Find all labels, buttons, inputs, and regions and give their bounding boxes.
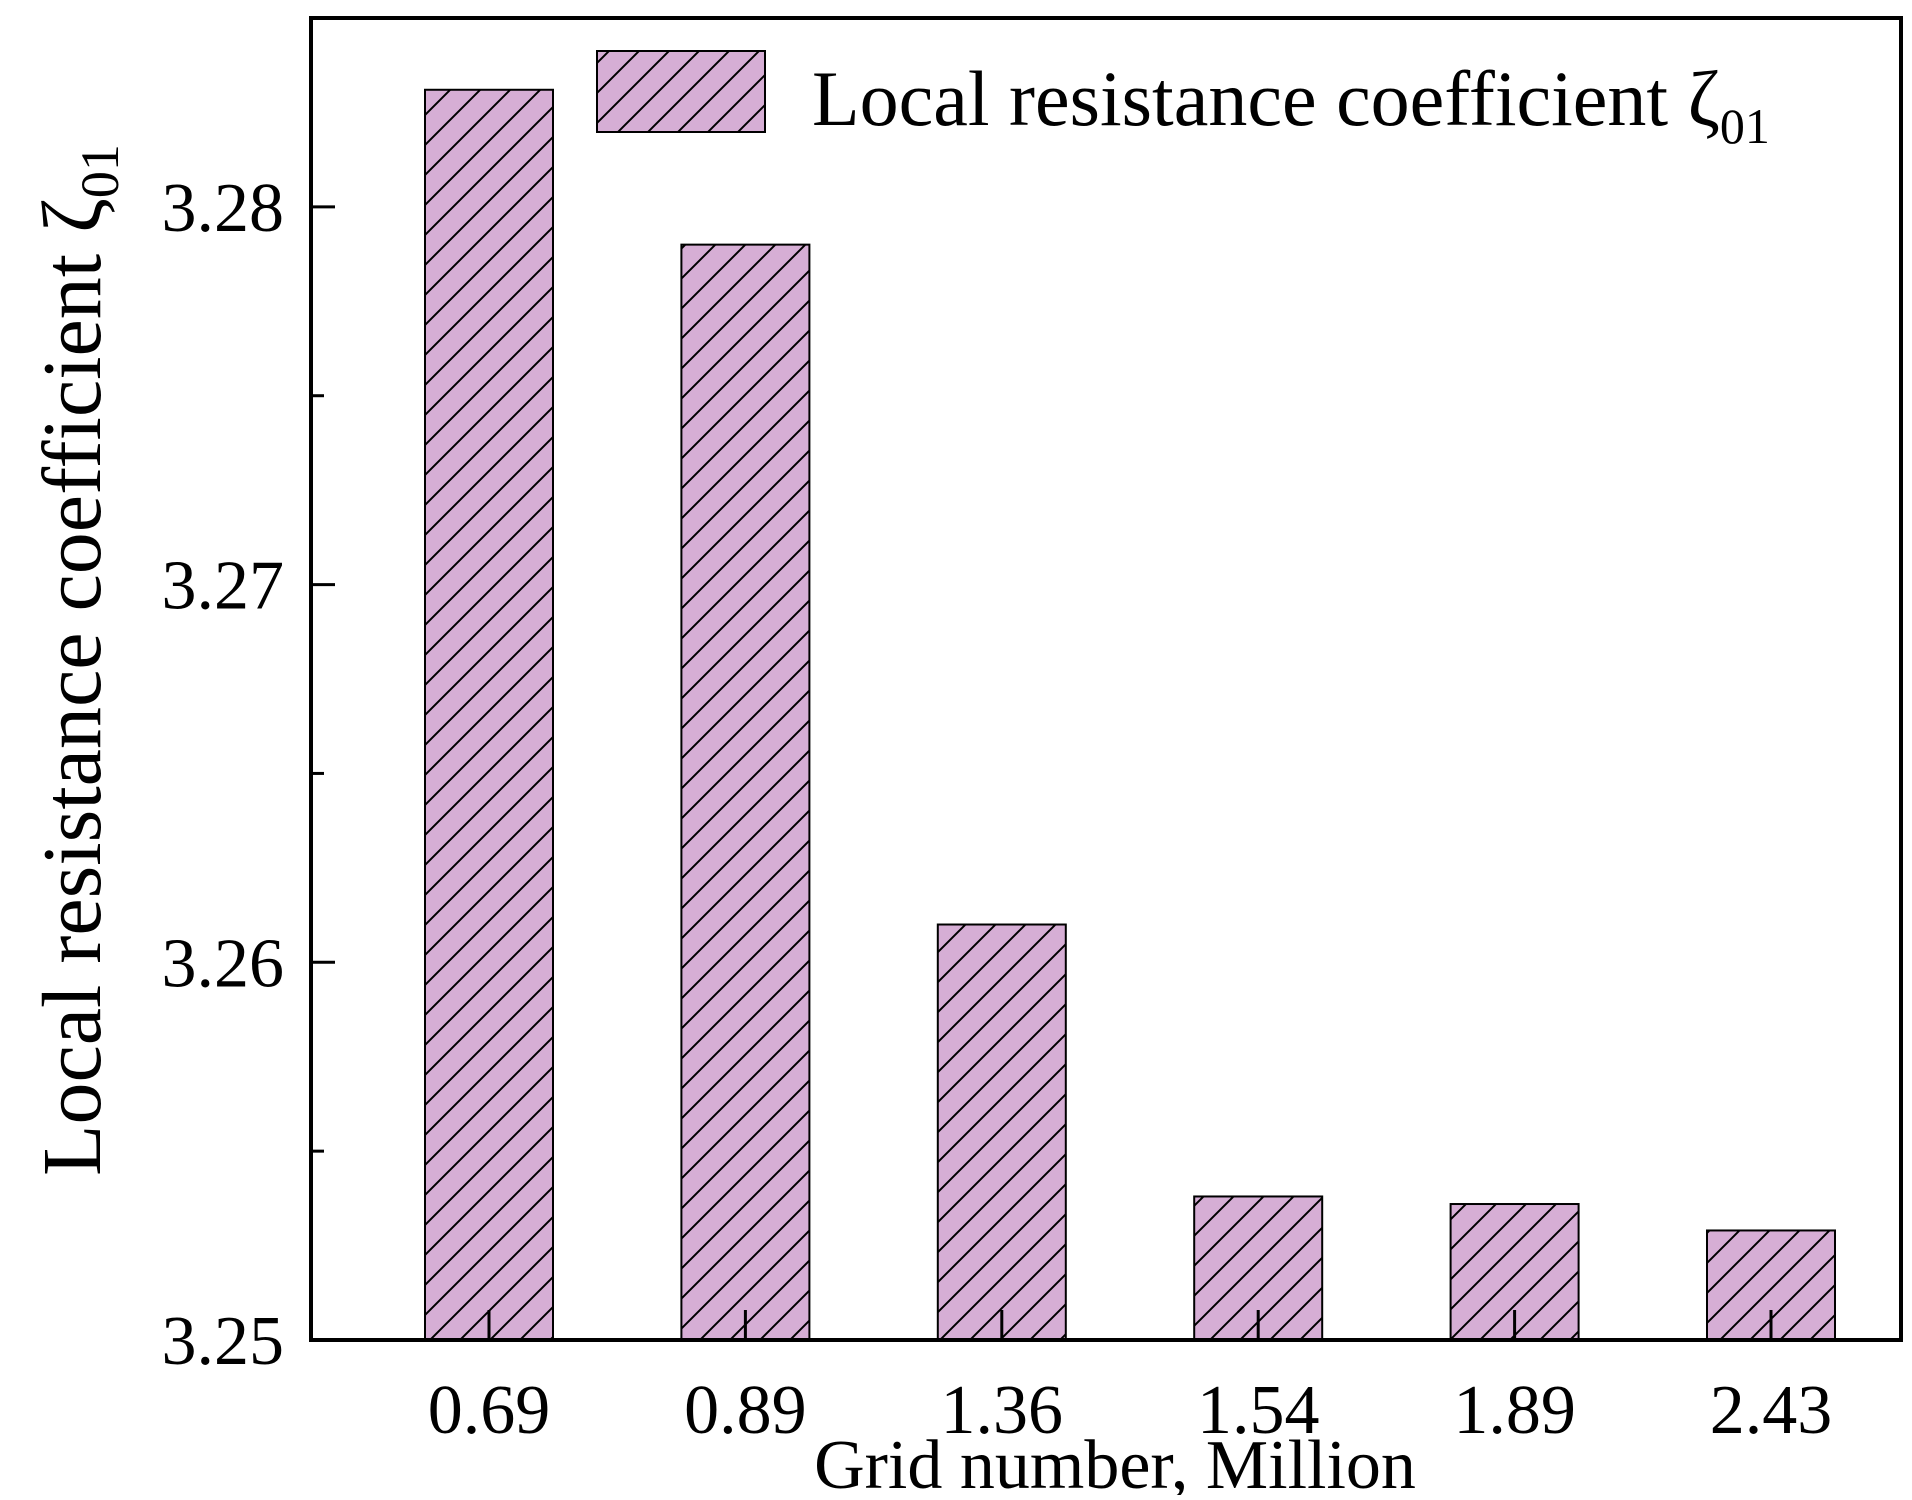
x-tick-label: 0.89 — [684, 1372, 807, 1449]
y-axis-label: Local resistance coefficient ζ01 — [26, 144, 130, 1176]
y-tick-label: 3.27 — [162, 548, 285, 625]
y-tick-label: 3.25 — [162, 1303, 285, 1380]
legend-label-subscript: 01 — [1720, 98, 1770, 154]
y-axis-label-subscript: 01 — [70, 144, 130, 198]
x-tick-label: 0.69 — [428, 1372, 551, 1449]
bar-hatch-0.69 — [424, 88, 554, 1341]
x-axis-label: Grid number, Million — [814, 1427, 1416, 1495]
x-tick-label: 2.43 — [1710, 1372, 1833, 1449]
x-tick-label: 1.54 — [1197, 1372, 1320, 1449]
legend: Local resistance coefficient ζ01 — [596, 50, 1770, 154]
legend-label: Local resistance coefficient ζ01 — [812, 55, 1770, 154]
bars-group — [424, 88, 1836, 1342]
legend-label-main: Local resistance coefficient ζ — [812, 55, 1720, 142]
plot-area-frame — [309, 16, 1903, 1342]
bar-hatch-1.36 — [936, 923, 1067, 1341]
legend-swatch-hatch — [596, 50, 766, 133]
y-tick-label: 3.28 — [162, 170, 285, 247]
x-tick-label: 1.89 — [1453, 1372, 1576, 1449]
x-tick-label: 1.36 — [941, 1372, 1064, 1449]
bar-hatch-0.89 — [680, 243, 811, 1342]
axis-ticks-group: 0.69 0.89 1.36 1.54 1.89 2.43 3.25 3.26 3.27 3.28 — [162, 16, 1833, 1449]
y-axis-label-main: Local resistance coefficient ζ — [26, 198, 119, 1176]
y-tick-label: 3.26 — [162, 925, 285, 1002]
